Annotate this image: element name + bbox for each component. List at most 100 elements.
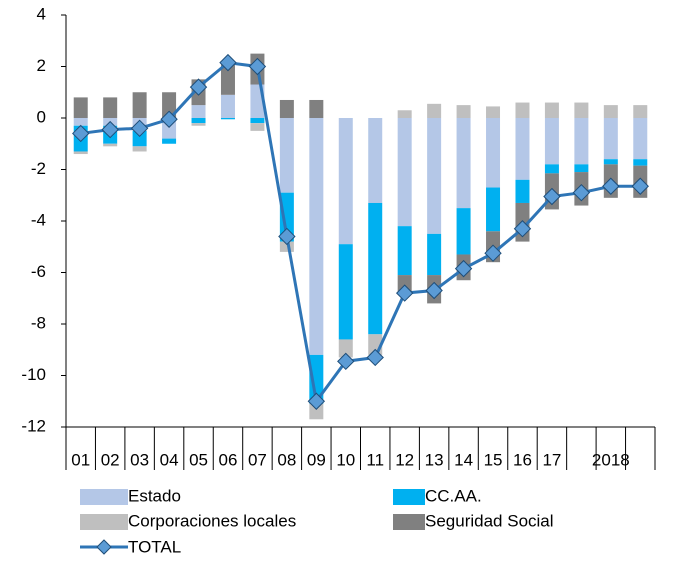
- bar-segment: [191, 123, 206, 126]
- legend-swatch: [393, 489, 425, 505]
- bar-segment: [132, 130, 147, 147]
- total-marker: [72, 124, 90, 143]
- bar-segment: [338, 244, 353, 340]
- bar-segment: [279, 241, 294, 252]
- legend-label: TOTAL: [128, 537, 181, 556]
- bar-segment: [633, 159, 648, 166]
- bar-segment: [633, 118, 648, 160]
- bar-segment: [309, 118, 324, 355]
- y-tick-label: -6: [31, 262, 46, 281]
- x-tick-label: 15: [484, 450, 503, 469]
- bar-segment: [397, 226, 412, 276]
- bar-segment: [250, 118, 265, 124]
- total-marker: [337, 352, 355, 371]
- total-marker: [248, 57, 267, 76]
- y-tick-label: 2: [37, 56, 46, 75]
- x-tick-label: 16: [513, 450, 532, 469]
- bar-segment: [486, 118, 501, 188]
- bar-segment: [220, 94, 235, 118]
- total-line: [80, 61, 641, 405]
- bar-segment: [73, 151, 88, 155]
- bar-segment: [544, 118, 559, 165]
- x-tick-label: 17: [542, 450, 561, 469]
- total-marker: [307, 392, 326, 410]
- bar-segment: [191, 105, 206, 118]
- legend-swatch: [80, 489, 128, 505]
- total-marker: [631, 177, 649, 195]
- total-marker: [572, 183, 591, 202]
- bar-segment: [427, 118, 442, 234]
- bar-segment: [220, 63, 235, 95]
- y-tick-label: -4: [31, 210, 46, 229]
- total-marker: [101, 120, 119, 139]
- x-tick-label: 03: [130, 450, 149, 469]
- bar-segment: [515, 118, 530, 180]
- total-marker: [189, 78, 208, 96]
- x-tick-label: 04: [160, 450, 179, 469]
- bar-segment: [338, 118, 353, 245]
- total-marker: [366, 348, 384, 367]
- total-marker: [484, 244, 502, 262]
- bar-segment: [544, 164, 559, 174]
- x-tick-label: 08: [277, 450, 296, 469]
- x-tick-label: 05: [189, 450, 208, 469]
- total-marker: [219, 53, 237, 72]
- y-tick-label: -8: [31, 313, 46, 332]
- bar-segment: [338, 339, 353, 358]
- bar-segment: [515, 102, 530, 118]
- bar-segment: [309, 99, 324, 118]
- bar-segment: [103, 97, 118, 118]
- total-marker: [602, 177, 620, 195]
- bar-segment: [103, 143, 118, 147]
- x-tick-label: 01: [71, 450, 90, 469]
- bar-segment: [368, 202, 383, 335]
- bar-segment: [574, 164, 589, 173]
- bar-segment: [633, 105, 648, 118]
- bar-segment: [162, 138, 177, 144]
- x-tick-label: 10: [336, 450, 355, 469]
- legend-swatch: [393, 514, 425, 530]
- bar-segment: [515, 179, 530, 203]
- bar-segment: [191, 118, 206, 124]
- bar-segment: [309, 354, 324, 404]
- total-marker: [130, 119, 149, 138]
- legend-label: CC.AA.: [425, 486, 482, 505]
- x-tick-label: 07: [248, 450, 267, 469]
- bar-segment: [603, 105, 618, 118]
- bar-segment: [574, 102, 589, 118]
- y-tick-label: 4: [37, 4, 46, 23]
- y-tick-label: -10: [21, 365, 46, 384]
- bar-segment: [250, 123, 265, 131]
- bar-segment: [456, 118, 471, 209]
- bar-segment: [220, 118, 235, 120]
- bar-segment: [456, 208, 471, 255]
- bar-segment: [162, 92, 177, 118]
- bar-segment: [132, 92, 147, 118]
- total-marker: [425, 281, 443, 300]
- x-tick-label: 11: [366, 450, 384, 469]
- bar-segment: [603, 118, 618, 160]
- legend-label: Corporaciones locales: [128, 511, 296, 530]
- x-tick-label: 02: [101, 450, 120, 469]
- total-marker: [513, 220, 532, 238]
- y-tick-label: -12: [21, 416, 46, 435]
- total-marker: [395, 284, 414, 302]
- total-marker: [278, 227, 296, 246]
- x-tick-label: 12: [395, 450, 414, 469]
- bar-segment: [427, 233, 442, 276]
- bar-segment: [603, 159, 618, 165]
- bar-segment: [309, 403, 324, 420]
- bar-segment: [73, 97, 88, 118]
- x-tick-label: 2018: [592, 450, 630, 469]
- bar-segment: [427, 103, 442, 118]
- y-tick-label: 0: [37, 107, 46, 126]
- x-tick-label: 13: [425, 450, 444, 469]
- bar-segment: [279, 192, 294, 242]
- bar-segment: [397, 110, 412, 118]
- bar-segment: [397, 118, 412, 227]
- total-marker: [543, 187, 561, 206]
- legend-swatch: [80, 514, 128, 530]
- x-tick-label: 14: [454, 450, 473, 469]
- bar-segment: [456, 105, 471, 118]
